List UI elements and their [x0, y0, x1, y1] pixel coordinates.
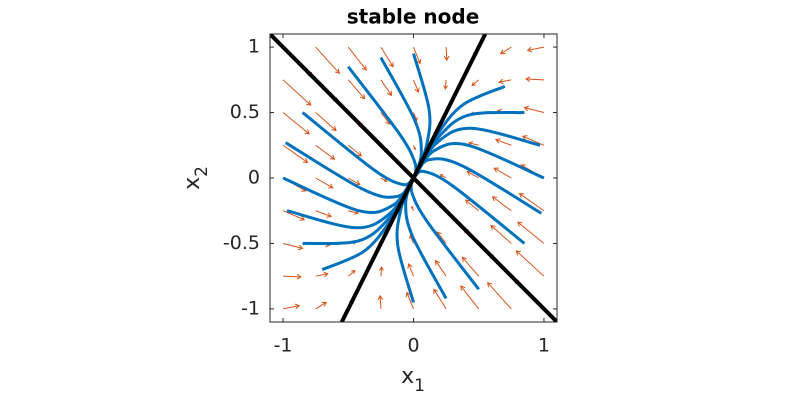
y-label-text: x	[180, 177, 205, 190]
x-tick-label: 0	[407, 335, 419, 357]
quiver-arrow	[494, 138, 512, 146]
quiver-arrow	[282, 79, 312, 106]
quiver-arrow	[315, 301, 328, 310]
trajectory	[414, 141, 545, 180]
quiver-arrow	[282, 210, 306, 221]
quiver-arrow	[523, 105, 545, 114]
quiver-arrow	[433, 288, 447, 310]
quiver-arrow	[380, 177, 388, 182]
x-tick-label: 1	[538, 335, 550, 357]
quiver-arrow	[405, 291, 414, 310]
chart-title: stable node	[347, 5, 480, 29]
eigenline	[339, 34, 488, 322]
quiver-arrow	[347, 46, 367, 71]
quiver-arrow	[498, 78, 512, 85]
quiver-arrow	[434, 259, 447, 277]
quiver-arrow	[283, 273, 302, 280]
quiver-arrow	[461, 256, 480, 277]
quiver-arrow	[315, 271, 329, 278]
quiver-arrow	[315, 112, 337, 132]
quiver-arrow	[377, 294, 384, 309]
y-label-subscript: 2	[192, 166, 212, 177]
quiver-arrow	[282, 112, 310, 135]
quiver-arrow	[282, 303, 301, 310]
quiver-arrow	[499, 46, 512, 55]
quiver-arrow	[380, 46, 394, 68]
quiver-arrow	[282, 144, 309, 164]
quiver-arrow	[413, 79, 420, 93]
x-label-subscript: 1	[414, 376, 425, 396]
quiver-arrow	[518, 192, 545, 212]
quiver-arrow	[407, 263, 414, 277]
quiver-arrow	[443, 79, 448, 90]
quiver-arrow	[413, 145, 416, 151]
quiver-arrow	[487, 281, 512, 310]
quiver-arrow	[464, 199, 480, 212]
quiver-arrow	[347, 144, 363, 157]
quiver-arrow	[411, 205, 414, 211]
x-tick-label: -1	[274, 335, 293, 357]
quiver-arrow	[526, 46, 545, 53]
quiver-arrow	[493, 167, 512, 179]
quiver-arrow	[380, 79, 393, 97]
y-tick-label: 1	[248, 36, 260, 58]
x-label-text: x	[401, 364, 414, 389]
y-tick-label: -1	[241, 297, 260, 319]
quiver-arrow	[347, 269, 356, 277]
quiver-arrow	[460, 285, 480, 310]
quiver-arrow	[315, 177, 334, 189]
x-axis-label: x1	[401, 364, 425, 396]
quiver-arrow	[521, 135, 545, 146]
quiver-arrow	[315, 210, 333, 218]
quiver-arrow	[491, 196, 512, 212]
trajectory	[282, 176, 413, 215]
quiver-arrow	[439, 174, 447, 179]
quiver-arrow	[315, 46, 340, 75]
y-axis-label: x2	[180, 166, 212, 190]
plot-area	[270, 34, 557, 322]
quiver-arrow	[471, 79, 480, 87]
y-tick-label: 0.5	[230, 101, 260, 123]
quiver-arrow	[525, 76, 544, 83]
quiver-arrow	[517, 221, 545, 244]
quiver-arrow	[282, 242, 304, 251]
quiver-arrow	[490, 224, 512, 244]
y-tick-label: -0.5	[223, 232, 260, 254]
quiver-arrow	[315, 144, 336, 160]
quiver-arrow	[379, 266, 384, 277]
quiver-arrow	[413, 46, 422, 65]
quiver-arrow	[347, 79, 366, 100]
quiver-arrow	[443, 47, 450, 62]
quiver-arrow	[515, 250, 545, 277]
y-tick-label: 0	[248, 167, 260, 189]
